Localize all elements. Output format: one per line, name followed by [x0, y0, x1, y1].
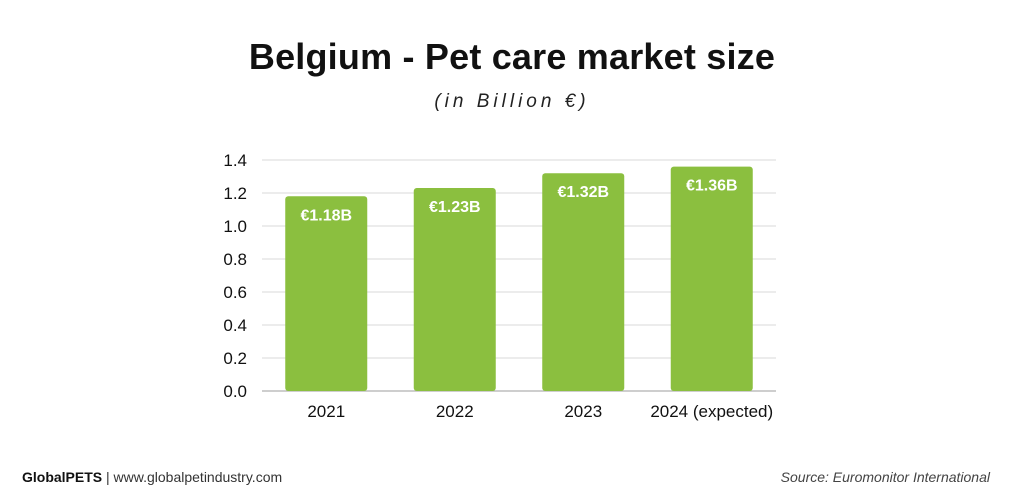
bar — [285, 196, 368, 391]
y-tick-label: 0.8 — [223, 250, 247, 269]
source-note: Source: Euromonitor International — [780, 469, 990, 485]
footer-credit: GlobalPETS | www.globalpetindustry.com — [22, 469, 282, 485]
data-label: €1.36B — [686, 178, 738, 195]
x-tick-label: 2022 — [436, 402, 474, 421]
y-tick-label: 0.6 — [223, 283, 247, 302]
bar — [413, 188, 496, 391]
data-label: €1.18B — [300, 207, 352, 224]
footer-separator: | — [102, 469, 114, 485]
y-tick-label: 0.0 — [223, 382, 247, 401]
x-tick-label: 2023 — [564, 402, 602, 421]
x-tick-label: 2021 — [307, 402, 345, 421]
data-label: €1.23B — [429, 199, 481, 216]
y-tick-label: 0.4 — [223, 316, 247, 335]
data-label: €1.32B — [557, 184, 609, 201]
bar — [542, 173, 625, 391]
y-tick-label: 0.2 — [223, 349, 247, 368]
bar — [670, 166, 753, 391]
x-tick-label: 2024 (expected) — [650, 402, 773, 421]
website-url: www.globalpetindustry.com — [113, 469, 283, 485]
chart-title: Belgium - Pet care market size — [248, 36, 776, 77]
chart-subtitle: (in Billion €) — [434, 91, 590, 112]
y-tick-label: 1.0 — [223, 217, 247, 236]
brand-name: GlobalPETS — [22, 469, 103, 485]
y-tick-label: 1.4 — [223, 151, 247, 170]
y-tick-label: 1.2 — [223, 184, 247, 203]
